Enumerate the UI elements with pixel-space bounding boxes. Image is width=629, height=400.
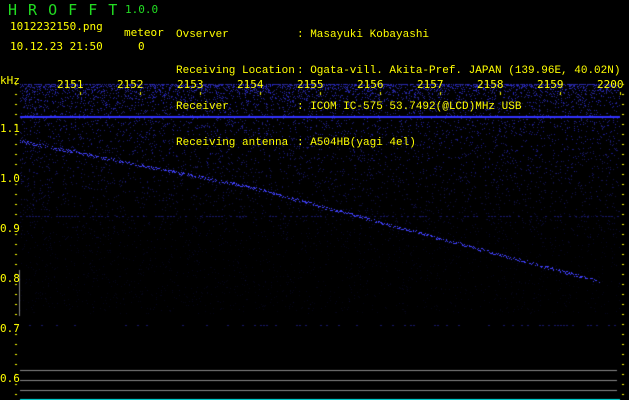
x-tick-label: 2200 — [597, 78, 624, 91]
info-value: : A504HB(yagi 4el) — [297, 137, 416, 149]
file-datetime: 10.12.23 21:50 — [10, 40, 103, 53]
y-tick-label: 0.9 — [0, 222, 20, 235]
info-value: : ICOM IC-575 53.7492(@LCD)MHz USB — [297, 101, 522, 113]
x-tick-label: 2158 — [477, 78, 504, 91]
x-tick-label: 2156 — [357, 78, 384, 91]
x-tick-label: 2152 — [117, 78, 144, 91]
x-tick-label: 2153 — [177, 78, 204, 91]
meteor-count: 0 — [138, 40, 145, 53]
meteor-label: meteor — [124, 26, 164, 39]
y-tick-label: 0.7 — [0, 322, 20, 335]
app-version: 1.0.0 — [125, 3, 159, 16]
info-value: : Ogata-vill. Akita-Pref. JAPAN (139.96E… — [297, 65, 621, 77]
file-name: 1012232150.png — [10, 20, 103, 33]
info-label: Ovserver — [176, 29, 229, 41]
y-unit-label: kHz — [0, 74, 20, 87]
y-tick-label: 0.8 — [0, 272, 20, 285]
y-tick-label: 1.1 — [0, 122, 20, 135]
info-labels: Ovserver Receiving Location Receiver Rec… — [176, 5, 295, 161]
x-tick-label: 2155 — [297, 78, 324, 91]
info-label: Receiver — [176, 101, 229, 113]
info-value: : Masayuki Kobayashi — [297, 29, 430, 41]
x-tick-label: 2154 — [237, 78, 264, 91]
info-label: Receiving antenna — [176, 137, 289, 149]
x-tick-label: 2159 — [537, 78, 564, 91]
info-values: : Masayuki Kobayashi : Ogata-vill. Akita… — [297, 5, 620, 161]
info-label: Receiving Location — [176, 65, 295, 77]
x-tick-label: 2157 — [417, 78, 444, 91]
x-tick-label: 2151 — [57, 78, 84, 91]
app-title: H R O F F T — [8, 1, 119, 19]
y-tick-label: 0.6 — [0, 372, 20, 385]
y-tick-label: 1.0 — [0, 172, 20, 185]
